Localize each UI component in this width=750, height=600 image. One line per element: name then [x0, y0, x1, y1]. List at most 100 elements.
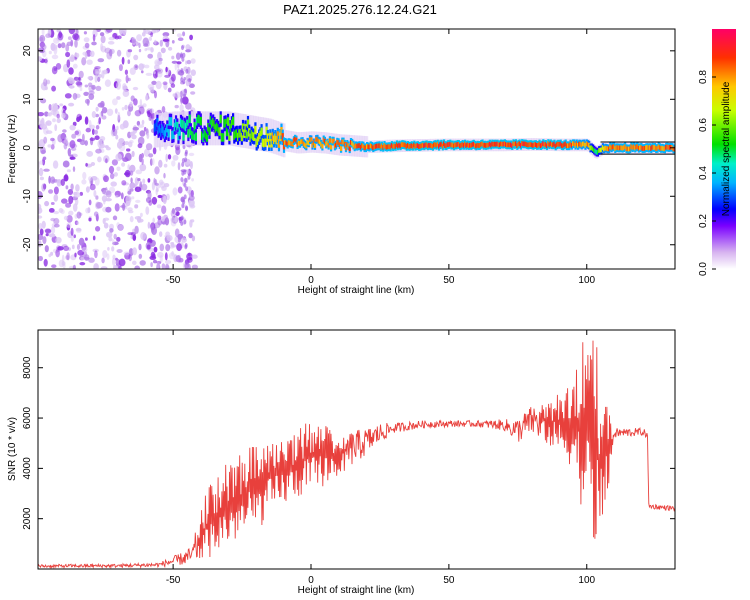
noise-blob — [141, 183, 148, 191]
noise-blob — [177, 237, 181, 243]
noise-blob — [147, 237, 152, 243]
ridge-cell — [333, 143, 336, 149]
noise-blob — [61, 112, 66, 119]
ridge-cell — [335, 142, 338, 148]
noise-blob — [147, 178, 151, 183]
noise-blob — [129, 131, 135, 137]
noise-blob — [117, 111, 121, 121]
noise-blob — [113, 265, 118, 269]
ridge-cell — [170, 117, 173, 126]
ridge-cell — [673, 146, 675, 152]
noise-blob — [50, 42, 56, 52]
ridge-cell — [290, 141, 293, 147]
noise-blob — [156, 262, 161, 269]
noise-blob — [116, 81, 121, 90]
ridge-cell — [354, 143, 357, 149]
ridge-cell — [407, 143, 410, 148]
noise-blob — [150, 262, 153, 268]
noise-blob — [93, 190, 97, 197]
ridge-cell — [318, 139, 322, 145]
noise-blob — [103, 175, 109, 183]
ridge-cell — [666, 144, 669, 150]
noise-blob — [159, 231, 163, 238]
ridge-cell — [558, 142, 561, 147]
noise-blob — [38, 215, 43, 219]
noise-blob — [60, 178, 65, 186]
ridge-cell — [238, 129, 241, 138]
noise-blob — [107, 247, 110, 251]
ridge-cell — [545, 143, 549, 149]
ridge-cell — [536, 143, 539, 148]
ridge-cell — [304, 142, 307, 148]
noise-blob — [67, 77, 73, 82]
noise-blob — [39, 228, 44, 236]
noise-blob — [38, 233, 44, 241]
noise-blob — [121, 180, 127, 186]
noise-blob — [95, 226, 101, 232]
noise-blob — [165, 260, 172, 264]
noise-blob — [98, 117, 101, 125]
ridge-cell — [629, 146, 632, 152]
noise-blob — [106, 108, 114, 117]
noise-blob — [174, 206, 182, 212]
ridge-cell — [449, 141, 452, 147]
noise-blob — [143, 29, 146, 35]
noise-blob — [68, 29, 76, 35]
ridge-cell — [246, 119, 250, 128]
ridge-cell — [300, 139, 303, 145]
noise-blob — [68, 67, 74, 75]
noise-blob — [43, 168, 50, 172]
ridge-cell — [276, 131, 279, 140]
noise-blob — [129, 67, 136, 75]
noise-blob — [145, 94, 149, 101]
ridge-cell — [583, 141, 586, 147]
noise-blob — [186, 59, 192, 65]
ridge-cell — [259, 130, 262, 140]
ridge-cell — [604, 145, 607, 151]
ridge-cell — [481, 141, 484, 147]
noise-blob — [111, 246, 115, 252]
ridge-cell — [306, 139, 309, 145]
noise-blob — [146, 133, 150, 139]
noise-blob — [66, 169, 71, 173]
noise-blob — [110, 173, 115, 180]
noise-blob — [85, 186, 90, 193]
ridge-cell — [233, 131, 236, 140]
ridge-cell — [588, 142, 591, 148]
noise-blob — [129, 182, 136, 189]
noise-blob — [177, 37, 184, 41]
noise-blob — [171, 73, 176, 82]
ridge-cell — [667, 145, 670, 150]
noise-blob — [152, 217, 155, 224]
noise-blob — [86, 59, 93, 65]
noise-blob — [157, 215, 162, 220]
ridge-cell — [511, 143, 514, 149]
noise-blob — [175, 255, 181, 263]
noise-blob — [69, 124, 76, 131]
ridge-cell — [323, 138, 326, 144]
ridge-cell — [321, 143, 324, 149]
ridge-cell — [173, 122, 176, 132]
noise-blob — [84, 116, 89, 125]
noise-blob — [185, 205, 189, 211]
noise-blob — [129, 101, 133, 108]
ridge-cell — [366, 144, 369, 149]
spectrogram-ridge — [153, 111, 675, 159]
ridge-cell — [208, 126, 211, 136]
ridge-cell — [655, 146, 658, 151]
ridge-cell — [379, 144, 382, 150]
noise-blob — [44, 245, 49, 253]
noise-blob — [69, 156, 76, 160]
ridge-cell — [431, 143, 434, 149]
ridge-cell — [158, 124, 161, 133]
ridge-cell — [503, 141, 506, 147]
noise-blob — [106, 231, 113, 238]
noise-blob — [175, 52, 181, 60]
ridge-cell — [513, 142, 516, 147]
noise-blob — [38, 56, 43, 62]
noise-blob — [61, 198, 68, 204]
noise-blob — [42, 236, 47, 245]
noise-blob — [165, 193, 170, 201]
noise-blob — [128, 210, 134, 214]
noise-blob — [167, 87, 172, 93]
